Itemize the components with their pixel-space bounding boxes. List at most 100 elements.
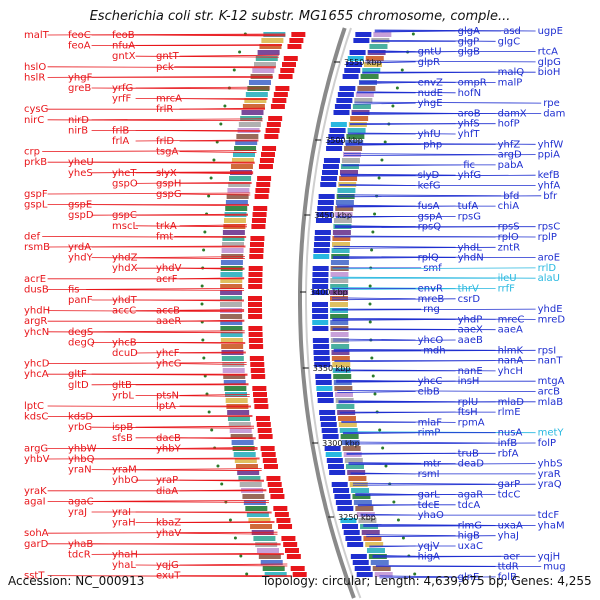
reverse-gene-label[interactable]: yheS [68,168,93,179]
forward-gene-label[interactable]: rtcA [538,47,559,58]
reverse-gene-label[interactable]: kdsD [68,412,93,423]
reverse-gene-label[interactable]: yhgF [68,72,93,83]
reverse-gene-label[interactable]: gspC [112,210,137,221]
reverse-gene-label[interactable]: yhcG [156,359,182,370]
forward-gene-label[interactable]: garL [418,490,441,501]
reverse-gene-label[interactable]: gspH [156,178,181,189]
forward-gene-label[interactable]: tdcF [538,510,560,521]
reverse-gene-label[interactable]: yhaB [68,539,93,550]
forward-gene-label[interactable]: chiA [498,201,520,212]
reverse-gene-label[interactable]: malT [24,30,50,41]
forward-gene-label[interactable]: mlaD [498,397,525,408]
forward-gene-label[interactable]: ttdR [498,562,519,573]
forward-gene-label[interactable]: yhaO [418,510,444,521]
reverse-gene-label[interactable]: yhbQ [68,454,95,465]
forward-gene-label[interactable]: mreC [498,314,525,325]
forward-gene-label[interactable]: ugpE [538,26,563,37]
forward-gene-label[interactable]: rbfA [498,448,519,459]
forward-gene-label[interactable]: yhaJ [498,531,519,542]
reverse-gene-label[interactable]: yhcB [112,337,137,348]
forward-gene-label[interactable]: yhdE [538,304,563,315]
reverse-gene-label[interactable]: yraK [24,486,47,497]
reverse-gene-label[interactable]: yhbV [24,454,50,465]
forward-gene-label[interactable]: rpsG [458,211,481,222]
forward-gene-label[interactable]: bfd [503,191,519,202]
reverse-gene-label[interactable]: yraM [112,465,137,476]
reverse-gene-label[interactable]: mscL [112,221,138,232]
forward-gene-label[interactable]: yqjH [538,551,561,562]
forward-gene-label[interactable]: yhcC [418,376,443,387]
forward-gene-label[interactable]: hlmK [498,345,524,356]
reverse-gene-label[interactable]: gspO [112,178,138,189]
forward-gene-label[interactable]: yhfT [458,129,481,140]
forward-gene-label[interactable]: alaU [538,273,560,284]
reverse-gene-label[interactable]: acrF [156,274,178,285]
reverse-gene-label[interactable]: yhaV [156,528,181,539]
reverse-gene-label[interactable]: sohA [24,528,49,539]
forward-gene-label[interactable]: aaeX [458,325,483,336]
reverse-gene-label[interactable]: tsgA [156,147,178,158]
reverse-gene-label[interactable]: yraN [68,465,92,476]
reverse-gene-label[interactable]: yhcA [24,369,49,380]
reverse-gene-label[interactable]: argR [24,316,47,327]
reverse-gene-label[interactable]: diaA [156,486,178,497]
forward-gene-label[interactable]: yhfS [458,119,480,130]
forward-gene-label[interactable]: yhaM [538,520,565,531]
forward-gene-label[interactable]: zntR [498,242,521,253]
forward-gene-label[interactable]: tdcC [498,490,521,501]
reverse-gene-label[interactable]: frlA [112,136,129,147]
forward-gene-label[interactable]: damX [498,108,527,119]
reverse-gene-label[interactable]: yrbL [112,390,134,401]
forward-gene-label[interactable]: infB [498,438,518,449]
forward-gene-label[interactable]: folB [498,572,517,583]
forward-gene-label[interactable]: rrlD [538,263,557,274]
forward-gene-label[interactable]: yraR [538,469,561,480]
forward-gene-label[interactable]: higB [458,531,480,542]
reverse-gene-label[interactable]: kdsC [24,412,48,423]
reverse-gene-label[interactable]: yhdX [112,263,138,274]
forward-gene-label[interactable]: tdcA [458,500,481,511]
forward-gene-label[interactable]: asd [503,26,521,37]
reverse-gene-label[interactable]: fis [68,284,80,295]
reverse-gene-label[interactable]: frlR [156,104,173,115]
forward-gene-label[interactable]: yhcO [418,335,444,346]
forward-gene-label[interactable]: rplQ [418,253,439,264]
forward-gene-label[interactable]: mtgA [538,376,565,387]
forward-gene-label[interactable]: yhdP [458,314,483,325]
reverse-gene-label[interactable]: hslO [24,62,46,73]
reverse-gene-label[interactable]: sfsB [112,433,133,444]
reverse-gene-label[interactable]: yrdA [68,242,91,253]
forward-gene-label[interactable]: arcB [538,387,561,398]
reverse-gene-label[interactable]: gspE [68,200,92,211]
reverse-gene-label[interactable]: nirB [68,125,88,136]
forward-gene-label[interactable]: glpR [418,57,440,68]
reverse-gene-label[interactable]: frlB [112,125,129,136]
forward-gene-label[interactable]: garP [498,479,521,490]
forward-gene-label[interactable]: yhfU [418,129,441,140]
reverse-gene-label[interactable]: gspL [24,200,48,211]
reverse-gene-label[interactable]: prkB [24,157,47,168]
reverse-gene-label[interactable]: agaI [24,496,46,507]
forward-gene-label[interactable]: yhdN [458,253,484,264]
forward-gene-label[interactable]: rrfF [498,284,516,295]
reverse-gene-label[interactable]: feoB [112,30,135,41]
reverse-gene-label[interactable]: nirC [24,115,44,126]
forward-gene-label[interactable]: envR [418,284,443,295]
forward-gene-label[interactable]: nusA [498,428,523,439]
forward-gene-label[interactable]: nanT [538,356,564,367]
forward-gene-label[interactable]: aroE [538,253,560,264]
forward-gene-label[interactable]: hofP [498,119,520,130]
reverse-gene-label[interactable]: dusB [24,284,49,295]
reverse-gene-label[interactable]: yrbG [68,422,92,433]
forward-gene-label[interactable]: fusA [418,201,440,212]
forward-gene-label[interactable]: glpG [538,57,561,68]
reverse-gene-label[interactable]: yhaL [112,560,136,571]
reverse-gene-label[interactable]: dacB [156,433,181,444]
reverse-gene-label[interactable]: yhcF [156,348,180,359]
forward-gene-label[interactable]: glnE [458,572,480,583]
reverse-gene-label[interactable]: yqjG [156,560,179,571]
forward-gene-label[interactable]: fic [463,160,475,171]
reverse-gene-label[interactable]: frlD [156,136,174,147]
forward-gene-label[interactable]: malP [498,78,523,89]
reverse-gene-label[interactable]: greB [68,83,91,94]
